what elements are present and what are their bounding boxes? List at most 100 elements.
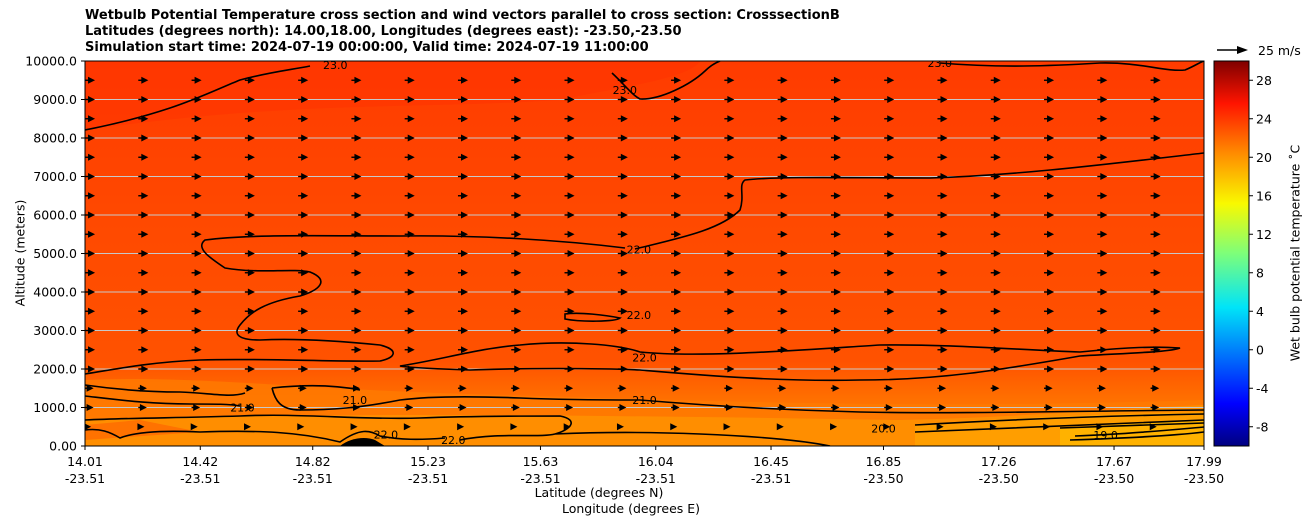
wind-vector-head — [674, 288, 682, 296]
wind-vector-head — [780, 115, 788, 123]
wind-vector-head — [1047, 153, 1055, 161]
wind-vector-head — [620, 115, 628, 123]
wind-vector-head — [940, 269, 948, 277]
wind-vector-head — [354, 134, 362, 142]
contour-label: 22.0 — [627, 244, 652, 257]
colorbar-label: Wet bulb potential temperature ˚C — [1288, 144, 1303, 361]
contour-lines — [85, 61, 1204, 446]
wind-vector-head — [512, 384, 520, 392]
x-tick-label-latitude: 14.01 — [67, 454, 103, 469]
contour-labels: 23.0 23.0 23.0 22.0 22.0 22.0 22.0 22.0 21.0 21.0… — [230, 61, 1118, 446]
wind-vector-head — [780, 153, 788, 161]
wind-vector-head — [1047, 230, 1055, 238]
colorbar-tick-label: 16 — [1256, 188, 1272, 203]
wind-vector-head — [1047, 269, 1055, 277]
wind-vector-head — [459, 384, 467, 392]
contour-22-upper — [634, 152, 1204, 250]
wind-vector-head — [620, 96, 628, 103]
wind-vector-head — [780, 173, 788, 180]
wind-vector-head — [620, 346, 628, 354]
wind-vector-head — [833, 327, 841, 334]
wind-vector-head — [247, 269, 255, 277]
wind-vector-head — [1047, 134, 1055, 142]
wind-vector-head — [141, 307, 149, 315]
wind-vector-head — [1100, 96, 1108, 103]
wind-vector-head — [620, 230, 628, 238]
wind-vector-head — [247, 134, 255, 142]
contour-19 — [1059, 422, 1204, 441]
wind-vector-head — [247, 288, 255, 296]
wind-vector-head — [407, 250, 415, 257]
wind-vector-head — [1100, 346, 1108, 354]
wind-vector-head — [460, 134, 468, 142]
wind-vector-head — [194, 346, 202, 354]
wind-vector-head — [779, 404, 787, 411]
wind-vector-head — [141, 346, 149, 354]
wind-vector-head — [674, 211, 682, 219]
wind-vector-head — [567, 269, 575, 277]
y-tick-label: 5000.0 — [33, 246, 77, 261]
x-axis-label-longitude: Longitude (degrees E) — [562, 501, 700, 516]
wind-vector-head — [674, 346, 682, 354]
wind-vector-head — [833, 153, 841, 161]
wind-vector-head — [141, 230, 149, 238]
wind-vector-head — [190, 423, 198, 431]
x-tick-label-latitude: 15.23 — [410, 454, 446, 469]
wind-vector-head — [1047, 288, 1055, 296]
wind-vector-head — [727, 327, 735, 334]
colorbar-tick-label: 0 — [1256, 342, 1264, 357]
wind-vector-head — [885, 404, 893, 411]
wind-vector-head — [1098, 404, 1106, 411]
x-tick-label-latitude: 16.85 — [866, 454, 902, 469]
wind-vector-head — [833, 307, 841, 315]
wind-vector-head — [1153, 153, 1161, 161]
wind-vector-head — [727, 269, 735, 277]
wind-vector-head — [940, 346, 948, 354]
wind-vector-head — [1153, 96, 1161, 103]
wind-vector-head — [194, 192, 202, 200]
wind-vector-head — [244, 423, 252, 431]
wind-vector-head — [940, 288, 948, 296]
wind-vector-head — [354, 269, 362, 277]
wind-vector-head — [407, 76, 415, 84]
wind-vector-head — [1153, 365, 1161, 373]
wind-vector-head — [674, 96, 682, 103]
wind-vector-head — [887, 153, 895, 161]
wind-vector-head — [620, 134, 628, 142]
wind-vector-head — [407, 192, 415, 200]
wind-vector-head — [833, 288, 841, 296]
wind-vector-head — [246, 404, 254, 411]
wind-vector-head — [514, 269, 522, 277]
wind-vector-head — [725, 404, 733, 411]
wind-vector-head — [247, 211, 255, 219]
wind-vector-head — [833, 173, 841, 180]
wind-vector-head — [567, 115, 575, 123]
wind-vector-head — [1152, 404, 1160, 411]
wind-vector-head — [353, 384, 361, 392]
wind-vector-head — [194, 250, 202, 257]
contour-label: 22.0 — [374, 428, 399, 441]
wind-vector-head — [1096, 423, 1104, 431]
wind-vector-head — [1153, 230, 1161, 238]
wind-vector-head — [780, 307, 788, 315]
wind-vector-head — [620, 307, 628, 315]
wind-vector-head — [727, 173, 735, 180]
wind-vector-head — [620, 173, 628, 180]
x-tick-label-latitude: 17.26 — [981, 454, 1017, 469]
wind-vector-head — [460, 211, 468, 219]
wind-vector-head — [194, 134, 202, 142]
wind-vector-head — [88, 346, 96, 354]
wind-vector-head — [301, 96, 309, 103]
colorbar-tick-label: 28 — [1256, 73, 1272, 88]
wind-vector-head — [887, 365, 895, 373]
wind-vector-head — [727, 76, 735, 84]
wind-vector-head — [1100, 173, 1108, 180]
y-axis-label: Altitude (meters) — [13, 200, 28, 307]
wind-vector-head — [887, 173, 895, 180]
contour-label: 23.0 — [613, 84, 638, 97]
wind-vector-head — [514, 365, 522, 373]
wind-vector-head — [407, 153, 415, 161]
wind-vector-head — [514, 96, 522, 103]
wind-vector-head — [620, 192, 628, 200]
wind-vector-head — [887, 269, 895, 277]
